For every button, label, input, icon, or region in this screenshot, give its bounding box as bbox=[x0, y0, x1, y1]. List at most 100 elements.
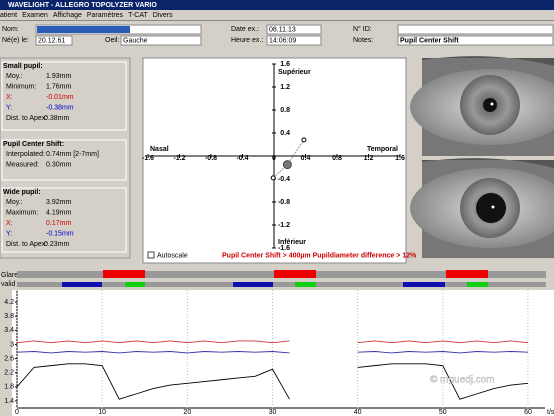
x-tick-label: -0.4 bbox=[236, 155, 248, 162]
row-value: -0.01mm bbox=[46, 94, 74, 101]
menu-item[interactable]: Affichage bbox=[53, 12, 82, 19]
checkbox-label[interactable]: Autoscale bbox=[157, 252, 188, 259]
row-label: Maximum: bbox=[6, 209, 38, 216]
y-tick-label: 2.6 bbox=[4, 355, 14, 362]
label: Date ex.: bbox=[231, 26, 259, 33]
eye-image-small bbox=[410, 56, 554, 156]
y-tick-label: 1.8 bbox=[4, 384, 14, 391]
info-panel bbox=[0, 57, 131, 259]
row-label: X: bbox=[6, 94, 13, 101]
row-label: Minimum: bbox=[6, 83, 36, 90]
x-tick-label: 0.8 bbox=[332, 155, 342, 162]
y-tick-label: 1.6 bbox=[280, 61, 290, 68]
valid-segment bbox=[125, 282, 145, 287]
row-label: Moy.: bbox=[6, 199, 23, 206]
row-value: 1.93mm bbox=[46, 73, 71, 80]
x-tick-label: -0.8 bbox=[205, 155, 217, 162]
series-line bbox=[16, 340, 529, 344]
y-tick-label: 3 bbox=[10, 341, 14, 348]
field-name bbox=[37, 26, 130, 33]
y-tick-label: -1.2 bbox=[278, 222, 290, 229]
row-label: Measured: bbox=[6, 161, 39, 168]
watermark: © mguedj.com bbox=[430, 375, 495, 386]
row-value: -0.38mm bbox=[46, 104, 74, 111]
menu-item[interactable]: Divers bbox=[153, 12, 173, 19]
label: Oeil: bbox=[105, 37, 119, 44]
group bbox=[1, 187, 127, 253]
row-value: 0.38mm bbox=[44, 115, 69, 122]
glare-segment bbox=[274, 270, 316, 278]
row-value: 3.92mm bbox=[46, 199, 71, 206]
field bbox=[35, 35, 73, 46]
valid-segment bbox=[295, 282, 316, 287]
point bbox=[270, 175, 276, 181]
label: Heure ex.: bbox=[231, 37, 263, 44]
x-tick-label: 50 bbox=[439, 409, 447, 416]
series-line bbox=[16, 351, 528, 354]
menu-item[interactable]: Paramètres bbox=[87, 12, 124, 19]
x-tick-label: 10 bbox=[98, 409, 106, 416]
row-value: 1.76mm bbox=[46, 83, 71, 90]
y-tick-label: -0.4 bbox=[278, 176, 290, 183]
x-tick-label: 30 bbox=[269, 409, 277, 416]
x-axis-label: t/s bbox=[547, 409, 554, 416]
row-value: 0.30mm bbox=[46, 161, 71, 168]
row-label: Y: bbox=[6, 230, 12, 237]
y-tick-label: -1.6 bbox=[278, 245, 290, 252]
label: N° ID: bbox=[353, 25, 372, 33]
field-notes: Pupil Center Shift bbox=[400, 37, 459, 44]
groups: Small pupil: Moy.: 1.93mm Minimum: 1.76mm X: -… bbox=[3, 63, 99, 248]
row-label: Glare bbox=[1, 272, 18, 279]
menu-item[interactable]: atient bbox=[0, 12, 17, 19]
field-id bbox=[397, 24, 554, 35]
menu-bar: atient Examen Affichage Paramètres T-CAT Dive… bbox=[0, 12, 173, 19]
y-tick-label: 3.8 bbox=[4, 313, 14, 320]
x-tick-label: 20 bbox=[183, 409, 191, 416]
y-tick-label: 1.4 bbox=[4, 398, 14, 405]
x-tick-label: 0 bbox=[272, 155, 276, 162]
row-label: Dist. to Apex: bbox=[6, 115, 47, 122]
row-value: 4.19mm bbox=[46, 209, 71, 216]
group bbox=[1, 61, 127, 131]
checkbox[interactable] bbox=[147, 251, 155, 259]
x-tick-label: 1.2 bbox=[364, 155, 374, 162]
row-value: 0.23mm bbox=[44, 241, 69, 248]
title-bar bbox=[0, 0, 554, 10]
window-title: WAVELIGHT - ALLEGRO TOPOLYZER VARIO bbox=[8, 2, 157, 9]
field bbox=[120, 35, 202, 46]
point bbox=[301, 137, 307, 143]
shift-plot: -1.6 -1.2 -0.8 -0.4 0 0.4 0.8 1.2 1.6 -1.6 -1.2 -0.… bbox=[142, 61, 405, 252]
x-tick-label: 0.4 bbox=[301, 155, 311, 162]
x-tick-label: 60 bbox=[524, 409, 532, 416]
axis-label: Temporal bbox=[367, 146, 398, 153]
eye-image-wide bbox=[410, 158, 554, 258]
menu-item[interactable]: T-CAT bbox=[128, 12, 148, 19]
field bbox=[266, 24, 322, 35]
time-chart: 0 10 20 30 40 50 60 t/s 1.4 1.8 2.2 2.6 3 3.4 3.8 4.2 bbox=[4, 290, 554, 416]
group-title: Wide pupil: bbox=[3, 189, 41, 196]
row-label: Y: bbox=[6, 104, 12, 111]
label: Né(e) le: bbox=[2, 37, 29, 44]
y-tick-label: 3.4 bbox=[4, 327, 14, 334]
field-date: 08.11.13 bbox=[269, 26, 296, 33]
row-value: 0.74mm [2-7mm] bbox=[46, 151, 99, 158]
x-tick-label: 40 bbox=[354, 409, 362, 416]
group-title: Small pupil: bbox=[3, 63, 43, 70]
field-birth: 20.12.61 bbox=[38, 37, 65, 44]
series-line bbox=[16, 363, 529, 400]
row-label: X: bbox=[6, 220, 13, 227]
axis-label: Nasal bbox=[150, 146, 169, 153]
field-eye: Gauche bbox=[123, 37, 148, 44]
valid-segment bbox=[233, 282, 273, 287]
field bbox=[266, 35, 322, 46]
y-tick-label: 4.2 bbox=[4, 299, 14, 306]
valid-segment bbox=[62, 282, 102, 287]
field-time: 14:06:09 bbox=[269, 37, 296, 44]
x-tick-label: -1.2 bbox=[173, 155, 185, 162]
menu-item[interactable]: Examen bbox=[22, 12, 48, 19]
label: Notes: bbox=[353, 37, 373, 44]
warning: Pupil Center Shift > 400µm Pupildiameter… bbox=[222, 252, 417, 259]
valid-segment bbox=[467, 282, 488, 287]
